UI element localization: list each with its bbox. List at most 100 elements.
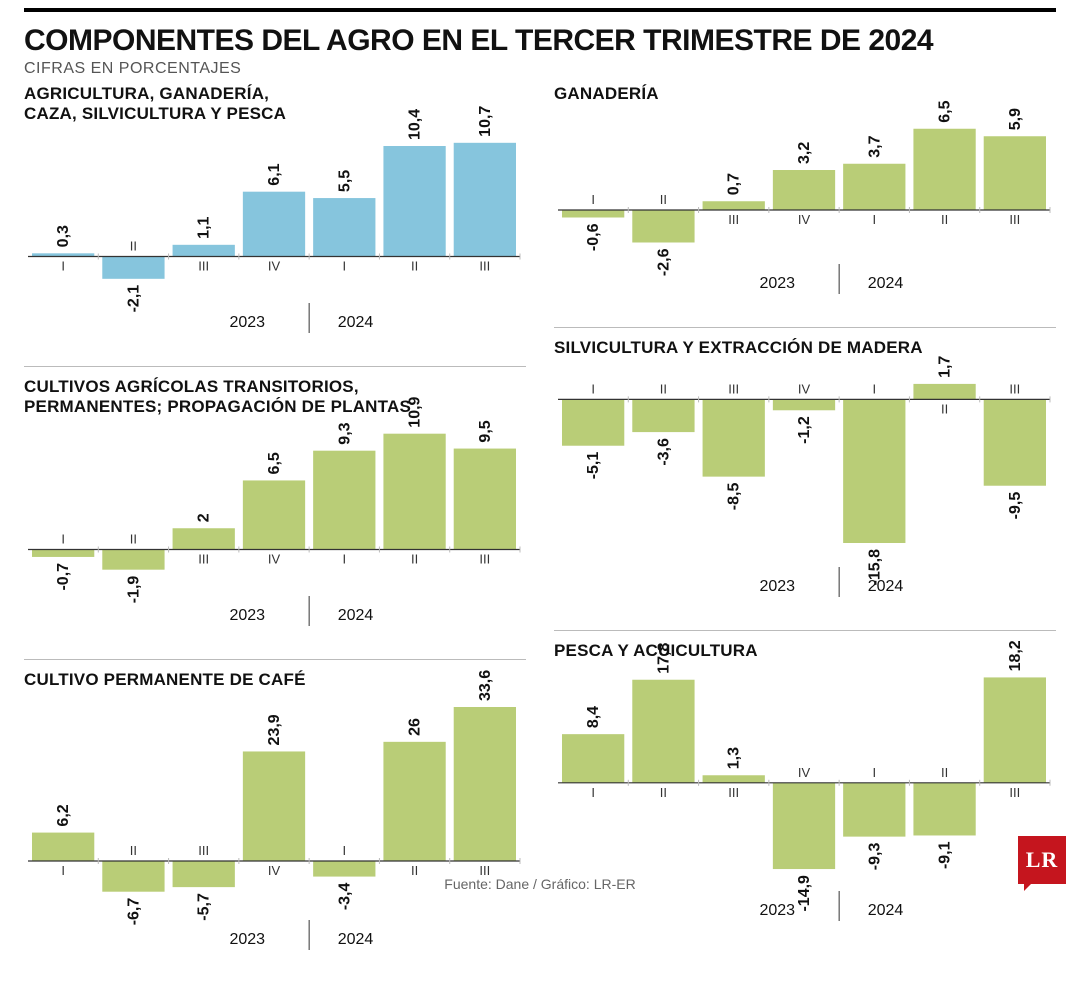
bar-value: 6,5	[266, 452, 283, 474]
x-cat: II	[660, 784, 667, 799]
bar	[313, 198, 375, 256]
bar-value: 33,6	[477, 669, 494, 700]
x-cat: I	[872, 212, 876, 227]
page-subtitle: CIFRAS EN PORCENTAJES	[24, 60, 1056, 78]
year-left: 2023	[229, 931, 265, 948]
year-left: 2023	[229, 314, 265, 331]
bar-value: 6,5	[937, 100, 954, 122]
footer-source: Fuente: Dane / Gráfico: LR-ER	[0, 876, 1080, 892]
x-cat: III	[198, 843, 209, 858]
bar-value: 9,3	[336, 423, 353, 445]
bar	[32, 832, 94, 860]
bar	[843, 163, 905, 209]
bar-value: -9,3	[866, 842, 883, 870]
top-rule	[24, 8, 1056, 12]
bar	[632, 399, 694, 432]
panel-title: PESCA Y ACUICULTURA	[554, 641, 1056, 661]
year-left: 2023	[759, 902, 795, 919]
bar	[102, 257, 164, 279]
bar	[173, 245, 235, 257]
x-cat: III	[1009, 784, 1020, 799]
bar-value: 18,2	[1007, 640, 1024, 671]
page-title: COMPONENTES DEL AGRO EN EL TERCER TRIMES…	[24, 24, 1056, 58]
chart-silvicultura: -5,1-3,6-8,5-1,2-15,81,7-9,5IIIIIIIVIIII…	[554, 363, 1054, 613]
bar	[703, 201, 765, 210]
bar	[984, 677, 1046, 782]
panel-title: CULTIVOS AGRÍCOLAS TRANSITORIOS,PERMANEN…	[24, 377, 526, 416]
chart-wrap: 0,3-2,11,16,15,510,410,7IIIIIIIVIIIIII20…	[24, 129, 526, 354]
chart-wrap: 8,417,81,3-14,9-9,3-9,118,2IIIIIIIVIIIII…	[554, 667, 1056, 942]
x-cat: III	[198, 259, 209, 274]
x-cat: I	[61, 532, 65, 547]
bar-value: -8,5	[726, 483, 743, 511]
bar-value: -9,1	[937, 841, 954, 869]
year-right: 2024	[868, 275, 904, 292]
bar	[773, 170, 835, 210]
x-cat: IV	[268, 259, 281, 274]
bar	[913, 384, 975, 399]
chart-pesca: 8,417,81,3-14,9-9,3-9,118,2IIIIIIIVIIIII…	[554, 667, 1054, 937]
bar	[562, 399, 624, 445]
bar	[913, 128, 975, 209]
panel-title: AGRICULTURA, GANADERÍA,CAZA, SILVICULTUR…	[24, 84, 526, 123]
bar	[454, 449, 516, 550]
x-cat: III	[1009, 212, 1020, 227]
bar-value: 6,2	[55, 804, 72, 826]
bar-value: -5,1	[585, 452, 602, 480]
x-cat: III	[479, 259, 490, 274]
bar	[102, 550, 164, 570]
bar	[703, 399, 765, 476]
x-cat: IV	[798, 212, 811, 227]
year-left: 2023	[759, 275, 795, 292]
bar	[243, 481, 305, 550]
bar-value: 6,1	[266, 163, 283, 185]
bar-value: 2	[196, 513, 213, 522]
bar-value: 26	[407, 718, 424, 736]
left-column: AGRICULTURA, GANADERÍA,CAZA, SILVICULTUR…	[24, 84, 526, 983]
panel-cultivos_trans: CULTIVOS AGRÍCOLAS TRANSITORIOS,PERMANEN…	[24, 366, 526, 659]
bar	[383, 434, 445, 550]
bar-value: 1,3	[726, 747, 743, 769]
year-right: 2024	[338, 607, 374, 624]
x-cat: II	[941, 401, 948, 416]
bar	[454, 707, 516, 861]
year-right: 2024	[868, 578, 904, 595]
bar-value: -1,2	[796, 416, 813, 444]
x-cat: I	[872, 764, 876, 779]
year-left: 2023	[759, 578, 795, 595]
bar-value: -5,7	[196, 893, 213, 921]
bar	[383, 146, 445, 257]
x-cat: IV	[798, 381, 811, 396]
bar	[703, 775, 765, 783]
chart-wrap: 6,2-6,7-5,723,9-3,42633,6IIIIIIIVIIIIII2…	[24, 696, 526, 971]
bar	[562, 734, 624, 783]
bar-value: 17,8	[655, 642, 672, 673]
bar	[243, 751, 305, 861]
bar	[383, 742, 445, 861]
x-cat: III	[728, 784, 739, 799]
bar-value: 1,1	[196, 217, 213, 239]
panel-title: CULTIVO PERMANENTE DE CAFÉ	[24, 670, 526, 690]
panel-agri_total: AGRICULTURA, GANADERÍA,CAZA, SILVICULTUR…	[24, 84, 526, 366]
bar	[773, 782, 835, 868]
panel-cafe: CULTIVO PERMANENTE DE CAFÉ 6,2-6,7-5,723,…	[24, 659, 526, 983]
x-cat: II	[411, 259, 418, 274]
bar-value: -3,6	[655, 438, 672, 466]
bar-value: 5,9	[1007, 107, 1024, 129]
bar	[632, 210, 694, 243]
x-cat: I	[872, 381, 876, 396]
bar-value: 0,3	[55, 225, 72, 247]
bar-value: -2,1	[125, 285, 142, 313]
bar	[843, 782, 905, 836]
bar-value: 0,7	[726, 172, 743, 194]
x-cat: III	[198, 552, 209, 567]
x-cat: I	[591, 381, 595, 396]
bar-value: 3,2	[796, 141, 813, 163]
x-cat: II	[130, 239, 137, 254]
x-cat: II	[941, 764, 948, 779]
panel-silvicultura: SILVICULTURA Y EXTRACCIÓN DE MADERA-5,1-…	[554, 327, 1056, 631]
bar-value: 10,7	[477, 106, 494, 137]
bar-value: 1,7	[937, 356, 954, 378]
bar	[243, 192, 305, 257]
panel-ganaderia: GANADERÍA-0,6-2,60,73,23,76,55,9IIIIIIIV…	[554, 84, 1056, 327]
